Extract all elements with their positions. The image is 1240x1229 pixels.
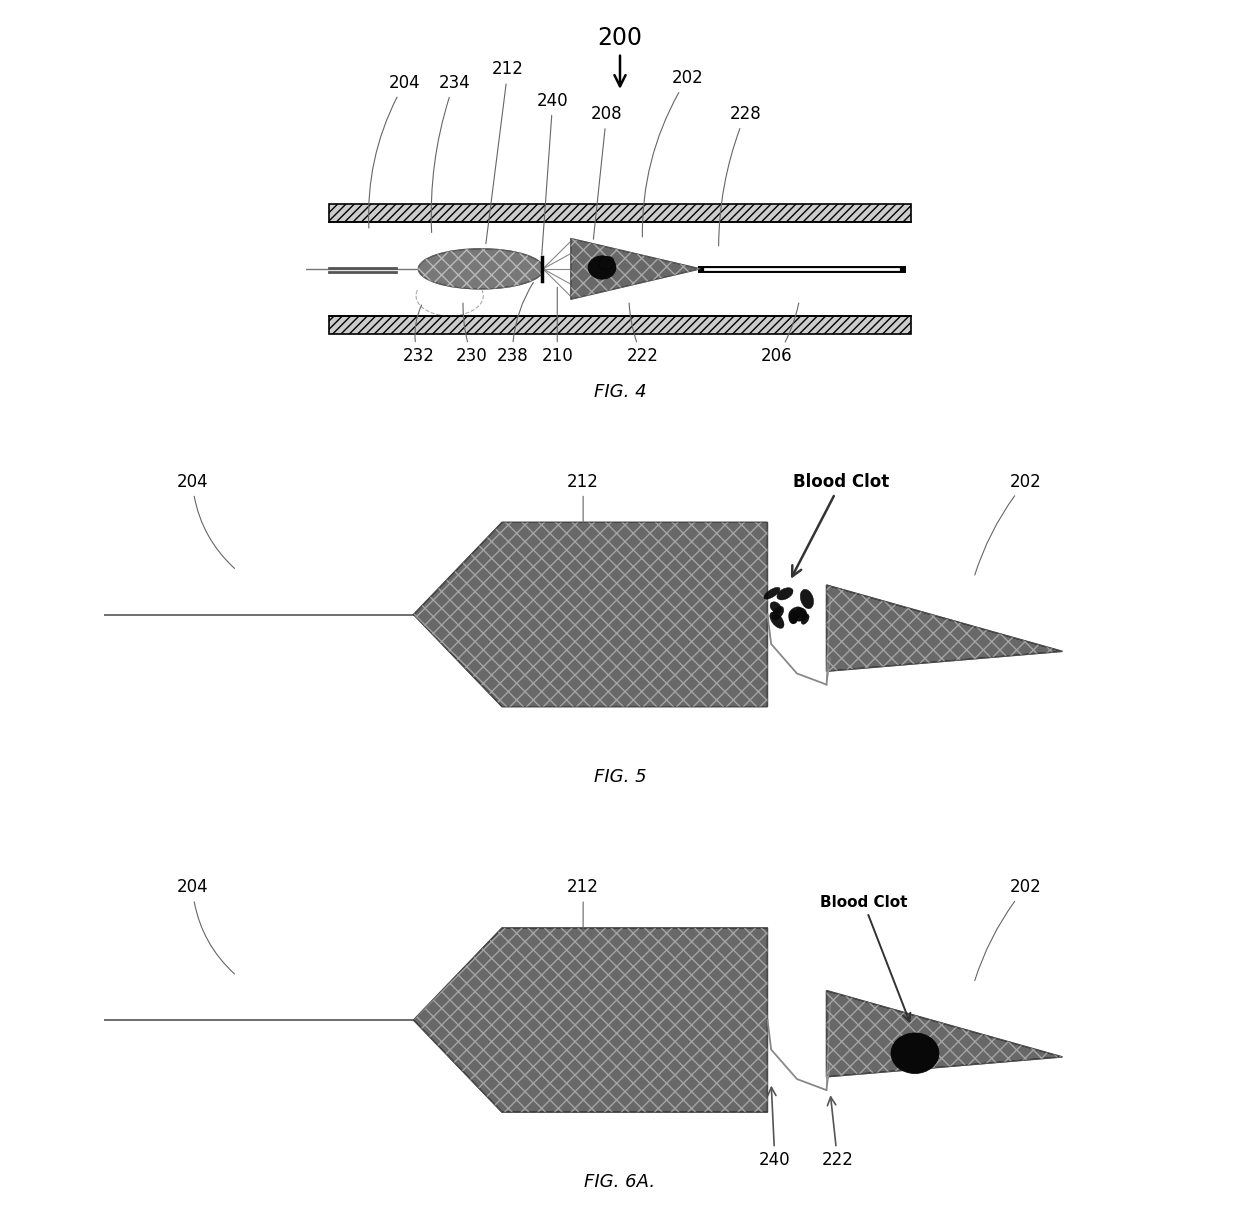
Text: 230: 230 (456, 304, 489, 365)
Text: FIG. 5: FIG. 5 (594, 768, 646, 785)
Ellipse shape (773, 606, 784, 619)
Bar (329, 204, 911, 221)
Text: 208: 208 (590, 106, 622, 240)
Ellipse shape (801, 614, 808, 624)
Text: 202: 202 (642, 69, 703, 237)
Text: 240: 240 (759, 1088, 791, 1169)
Text: 222: 222 (626, 304, 658, 365)
Ellipse shape (777, 587, 794, 600)
Text: 200: 200 (598, 26, 642, 86)
Ellipse shape (599, 257, 614, 269)
Text: FIG. 4: FIG. 4 (594, 383, 646, 401)
Bar (329, 316, 911, 334)
Text: 204: 204 (368, 74, 420, 229)
Text: 202: 202 (975, 473, 1042, 575)
Text: 204: 204 (176, 473, 234, 568)
Ellipse shape (792, 611, 807, 621)
Text: 212: 212 (486, 60, 523, 243)
Ellipse shape (770, 612, 784, 628)
Text: 204: 204 (176, 879, 234, 973)
Text: 212: 212 (567, 473, 599, 524)
Ellipse shape (789, 611, 799, 623)
Text: 212: 212 (567, 879, 599, 929)
Polygon shape (827, 585, 1063, 671)
Text: Blood Clot: Blood Clot (820, 895, 910, 1021)
Text: FIG. 6A.: FIG. 6A. (584, 1174, 656, 1191)
Polygon shape (827, 991, 1063, 1077)
Ellipse shape (418, 248, 544, 289)
Text: 206: 206 (761, 304, 799, 365)
Polygon shape (413, 928, 768, 1112)
Ellipse shape (796, 608, 806, 618)
Polygon shape (413, 522, 768, 707)
Ellipse shape (789, 607, 802, 618)
Ellipse shape (764, 587, 780, 600)
Ellipse shape (770, 602, 781, 613)
Polygon shape (570, 238, 701, 300)
Text: 210: 210 (542, 288, 573, 365)
Text: 202: 202 (975, 879, 1042, 981)
Text: 234: 234 (432, 74, 470, 232)
Text: 222: 222 (822, 1097, 853, 1169)
Text: 240: 240 (537, 92, 569, 254)
Ellipse shape (588, 256, 616, 279)
Text: 228: 228 (719, 106, 761, 246)
Ellipse shape (892, 1032, 939, 1074)
Ellipse shape (790, 612, 799, 624)
Text: Blood Clot: Blood Clot (792, 473, 889, 576)
Ellipse shape (800, 590, 813, 608)
Text: 238: 238 (496, 283, 533, 365)
Text: 232: 232 (402, 305, 434, 365)
